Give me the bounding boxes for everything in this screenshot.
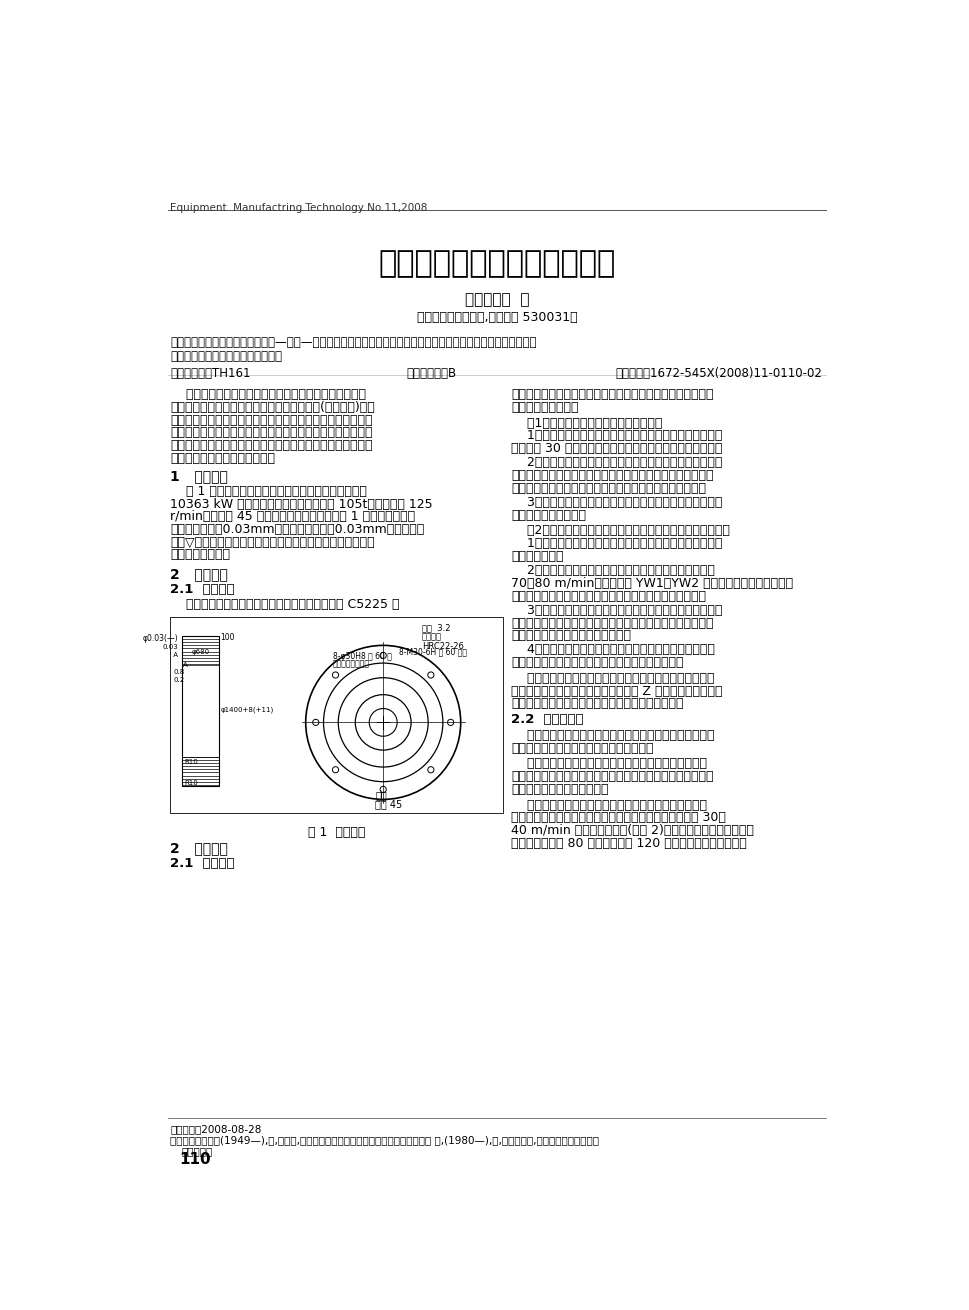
Text: 支承块端面光一刀，装上工件，夹爪与工件间垫入一小圆钢夹: 支承块端面光一刀，装上工件，夹爪与工件间垫入一小圆钢夹 (511, 617, 713, 630)
Text: 文献标识码：B: 文献标识码：B (406, 367, 455, 380)
Bar (170, 617, 503, 814)
Text: 2   工艺分析: 2 工艺分析 (170, 567, 228, 582)
Text: （1）车削加工中影响加工精度的因素：: （1）车削加工中影响加工精度的因素： (511, 417, 662, 430)
Text: 图 1  镜板图样: 图 1 镜板图样 (308, 825, 365, 838)
Text: 最近，我们尝试在数控立式车床上精加工平面，先试车一: 最近，我们尝试在数控立式车床上精加工平面，先试车一 (511, 672, 714, 685)
Text: 100: 100 (220, 633, 234, 642)
Text: R10: R10 (184, 781, 198, 786)
Text: 珩磨的目的是消除加工痕迹，提高表面粗糙度。珩磨中容: 珩磨的目的是消除加工痕迹，提高表面粗糙度。珩磨中容 (511, 728, 714, 741)
Text: 速度和滚轮的切削角度有关。: 速度和滚轮的切削角度有关。 (511, 783, 608, 796)
Text: 水轮发电机镜板是立式水轮发电机组推力轴承的一个重: 水轮发电机镜板是立式水轮发电机组推力轴承的一个重 (170, 388, 365, 401)
Text: 3）装夹。花盘上事先装上四个支承块，工件装夹前，先将: 3）装夹。花盘上事先装上四个支承块，工件装夹前，先将 (511, 604, 722, 617)
Text: （2）针对以上各点，采取如下措施，保证了加工顺利进行：: （2）针对以上各点，采取如下措施，保证了加工顺利进行： (511, 524, 730, 537)
Text: 的轴向力负荷。镜板的制造精度和安装精度，直接影响机组运: 的轴向力负荷。镜板的制造精度和安装精度，直接影响机组运 (170, 426, 372, 439)
Text: 1）机床精度。机床精度对工件平面度有直接影响，该车床: 1）机床精度。机床精度对工件平面度有直接影响，该车床 (511, 430, 722, 443)
Text: 2.1  车削加工: 2.1 车削加工 (170, 583, 234, 596)
Text: 工艺设计。: 工艺设计。 (181, 1146, 213, 1155)
Text: 制造厂家努力探索的重要课题。: 制造厂家努力探索的重要课题。 (170, 452, 275, 465)
Text: 收稿日期：2008-08-28: 收稿日期：2008-08-28 (170, 1124, 262, 1134)
Text: 0.03: 0.03 (162, 643, 177, 650)
Text: 移动一个刀具磨损量，加工出的工件平面度很理想。: 移动一个刀具磨损量，加工出的工件平面度很理想。 (511, 697, 683, 710)
Text: 关键词：镜板；精车；珩磨；抛光。: 关键词：镜板；精车；珩磨；抛光。 (170, 350, 282, 363)
Text: 2）刀具及切削用量。刀具材料的耐磨性、刀具角度刃磨的: 2）刀具及切削用量。刀具材料的耐磨性、刀具角度刃磨的 (511, 456, 722, 469)
Text: 响极大，进给量和背吃刀量对工件表面粗糙度有直接影响。: 响极大，进给量和背吃刀量对工件表面粗糙度有直接影响。 (511, 482, 705, 495)
Text: 1   加工难点: 1 加工难点 (170, 469, 228, 483)
Text: 40 m/min 较合适，珩磨轮(见图 2)采用自锁性好的树脂氧化铝: 40 m/min 较合适，珩磨轮(见图 2)采用自锁性好的树脂氧化铝 (511, 824, 753, 837)
Text: 水轮发电机镜板加工工艺探讨: 水轮发电机镜板加工工艺探讨 (378, 250, 615, 279)
Text: 要由车削加工保证。: 要由车削加工保证。 (511, 401, 578, 414)
Text: 图 1 是南宁发电设备总厂为挪威鲍利葛水电站生产的: 图 1 是南宁发电设备总厂为挪威鲍利葛水电站生产的 (170, 485, 366, 498)
Text: 已使用近 30 年，正常加工情况下已达不到工件平面度要求。: 已使用近 30 年，正常加工情况下已达不到工件平面度要求。 (511, 441, 722, 455)
Text: 作者简介：周宪文(1949—),男,山东人,工艺设计工程师，主攻方向为机械工艺设计；陈 军,(1980—),男,广西武鸣人,助工，主攻方向为机械: 作者简介：周宪文(1949—),男,山东人,工艺设计工程师，主攻方向为机械工艺设… (170, 1134, 599, 1145)
Text: 合理性直接影响工件平面度。切削用量中速度对刀具耐用度影: 合理性直接影响工件平面度。切削用量中速度对刀具耐用度影 (511, 469, 713, 482)
Text: φ680: φ680 (191, 650, 209, 655)
Text: 降，主要原因之一是与工件硬度的均匀度有关，之二是与切削: 降，主要原因之一是与工件硬度的均匀度有关，之二是与切削 (511, 770, 713, 783)
Text: 刀量出其刀具磨损量，精车编程时，将 Z 轴在直线插补中向下: 刀量出其刀具磨损量，精车编程时，将 Z 轴在直线插补中向下 (511, 685, 722, 698)
Text: 材料 45: 材料 45 (375, 799, 402, 810)
Text: 3）装夹方法。装夹找正精度直接影响工件的平行度，装夹: 3）装夹方法。装夹找正精度直接影响工件的平行度，装夹 (511, 496, 722, 510)
Text: 0.8: 0.8 (173, 669, 185, 675)
Text: （南宁发电设备总厂,广西南宁 530031）: （南宁发电设备总厂,广西南宁 530031） (417, 312, 577, 324)
Text: 1）调整机床。调整机床斜铁及传动螺母间隙，使机床处在: 1）调整机床。调整机床斜铁及传动螺母间隙，使机床处在 (511, 537, 722, 550)
Text: HRC22-26: HRC22-26 (422, 642, 463, 651)
Text: 查，保证工件表面的硬度均匀。经试验，切削速度控制在 30～: 查，保证工件表面的硬度均匀。经试验，切削速度控制在 30～ (511, 811, 725, 824)
Text: 调制处理: 调制处理 (422, 633, 442, 642)
Text: 镜板: 镜板 (375, 790, 387, 800)
Text: 擦面，与推力头安装在发电机主轴上，承受整个机组转动部分: 擦面，与推力头安装在发电机主轴上，承受整个机组转动部分 (170, 414, 372, 427)
Text: 珩磨振纹，主要是珩磨轮在加工中跳动引起；平面度下: 珩磨振纹，主要是珩磨轮在加工中跳动引起；平面度下 (511, 757, 706, 770)
Text: 行的质量。不断提高镜板加工制造的精度，一直都是水电设备: 行的质量。不断提高镜板加工制造的精度，一直都是水电设备 (170, 439, 372, 452)
Text: 8-M30-6H 深 60 均布: 8-M30-6H 深 60 均布 (398, 647, 466, 656)
Text: 4）使用砂带磨削：对于车削加工达不到平面度要求的平: 4）使用砂带磨削：对于车削加工达不到平面度要求的平 (511, 643, 714, 656)
Text: r/min，材料为 45 号钢，并经调质处理。从图 1 中可看出，其两: r/min，材料为 45 号钢，并经调质处理。从图 1 中可看出，其两 (170, 510, 415, 523)
Text: 紧，但夹紧力不可过大，以防变形。: 紧，但夹紧力不可过大，以防变形。 (511, 629, 631, 642)
Text: Equipment  Manufactring Technology No.11,2008: Equipment Manufactring Technology No.11,… (170, 203, 427, 214)
Bar (181, 637, 219, 786)
Text: 2）合理选择切削用量和刀具。经过实践，切削速度选用: 2）合理选择切削用量和刀具。经过实践，切削速度选用 (511, 565, 714, 578)
Text: 10363 kW 机组镜板图样。该镜板净质量 105t，运行转速 125: 10363 kW 机组镜板图样。该镜板净质量 105t，运行转速 125 (170, 498, 432, 511)
Text: 平面的平面度＜0.03mm，两平面平行度＜0.03mm，工件面粗: 平面的平面度＜0.03mm，两平面平行度＜0.03mm，工件面粗 (170, 523, 423, 536)
Text: 车削加工中磨损量少，对工件平面度的加工精度影响较小。: 车削加工中磨损量少，对工件平面度的加工精度影响较小。 (511, 590, 705, 603)
Text: R10: R10 (184, 760, 198, 765)
Text: 2.1  车削加工: 2.1 车削加工 (170, 857, 234, 870)
Text: 易出现的问题是：珩磨振纹和平面度下降。: 易出现的问题是：珩磨振纹和平面度下降。 (511, 741, 653, 755)
Text: 文章编号：1672-545X(2008)11-0110-02: 文章编号：1672-545X(2008)11-0110-02 (615, 367, 822, 380)
Text: A: A (183, 662, 188, 668)
Text: 其余  3.2: 其余 3.2 (422, 624, 450, 631)
Text: 70～80 m/min，刀具选用 YW1、YW2 材料较理想，其耐磨性好，: 70～80 m/min，刀具选用 YW1、YW2 材料较理想，其耐磨性好， (511, 576, 793, 590)
Text: 8-φ30H8 深 60 均: 8-φ30H8 深 60 均 (332, 651, 391, 660)
Text: 要组成零件，是整个机组转动部件与固定部件(推力轴瓦)的摩: 要组成零件，是整个机组转动部件与固定部件(推力轴瓦)的摩 (170, 401, 374, 414)
Text: 糙度▽，上述三项是加工中必须解决的难点，其关键工序为车: 糙度▽，上述三项是加工中必须解决的难点，其关键工序为车 (170, 536, 374, 549)
Text: 布与推力头同钻铰: 布与推力头同钻铰 (332, 659, 369, 668)
Text: 过紧会引起工件变形。: 过紧会引起工件变形。 (511, 508, 585, 521)
Text: 中图分类号：TH161: 中图分类号：TH161 (170, 367, 250, 380)
Text: 根据工厂实际情况，车削、珩磨和抛光工序都在 C5225 立: 根据工厂实际情况，车削、珩磨和抛光工序都在 C5225 立 (170, 599, 399, 610)
Text: 较好工作状态。: 较好工作状态。 (511, 550, 563, 563)
Text: 周寪文，陈  军: 周寪文，陈 军 (464, 292, 529, 307)
Text: 2.2  珩磨和抛光: 2.2 珩磨和抛光 (511, 713, 583, 726)
Text: 削、珩磨和抛光。: 削、珩磨和抛光。 (170, 549, 230, 562)
Text: 针对以上问题，我们对热处理后的镜板进行多点硬度检: 针对以上问题，我们对热处理后的镜板进行多点硬度检 (511, 799, 706, 812)
Text: 110: 110 (179, 1151, 211, 1167)
Text: 摘要：介绍了在立式车床上用精车—珩磨—抛光的方法加工水轮发电机镜板的工艺方法，实践证明达到了预期效果。: 摘要：介绍了在立式车床上用精车—珩磨—抛光的方法加工水轮发电机镜板的工艺方法，实… (170, 335, 536, 348)
Text: 材料，粗加工用 80 目，精加工用 120 目左右的轮加工。滚轮安: 材料，粗加工用 80 目，精加工用 120 目左右的轮加工。滚轮安 (511, 837, 746, 850)
Text: 0.2: 0.2 (173, 677, 185, 683)
Text: 面，用砂带磨削凸起部位，使其达到平面度的要求。: 面，用砂带磨削凸起部位，使其达到平面度的要求。 (511, 656, 683, 669)
Text: 2   工艺分析: 2 工艺分析 (170, 841, 228, 855)
Bar (181, 665, 219, 757)
Text: A: A (162, 651, 177, 658)
Text: 式车床上进行，由于没有大型圆工作台磨床，所以工件平面度: 式车床上进行，由于没有大型圆工作台磨床，所以工件平面度 (511, 388, 713, 401)
Text: φ0.03(—): φ0.03(—) (142, 634, 177, 643)
Text: φ1400+8(+11): φ1400+8(+11) (220, 707, 273, 714)
